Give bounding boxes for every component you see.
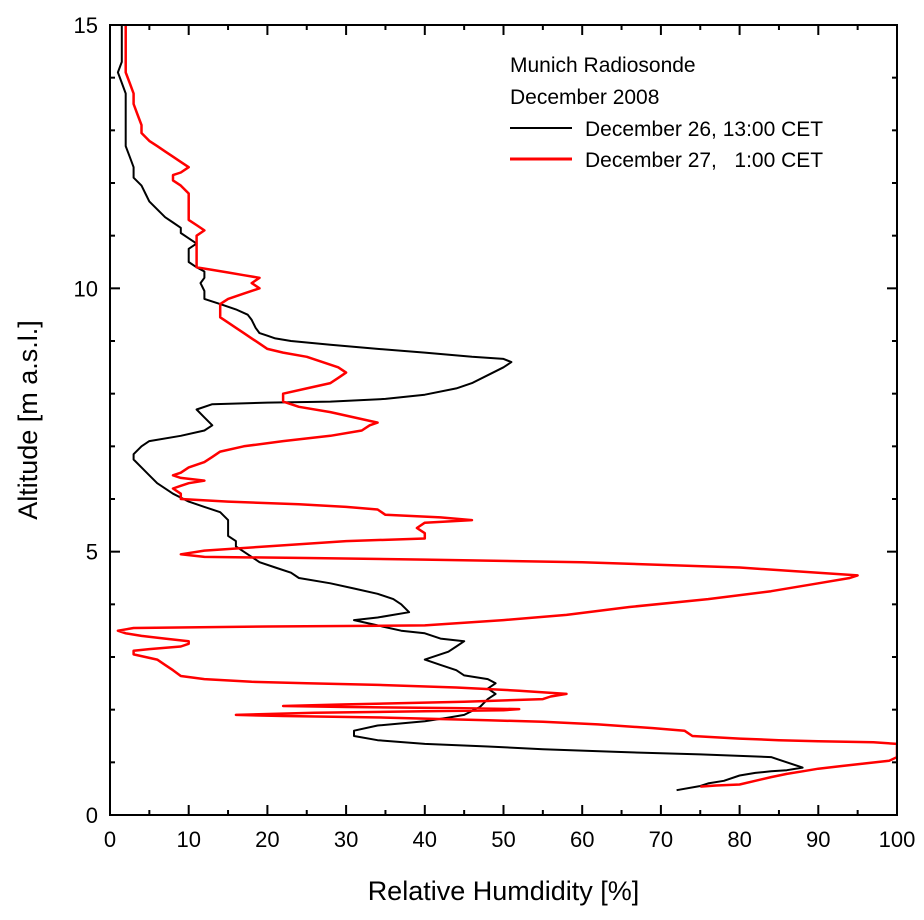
x-tick-label: 30: [334, 827, 358, 852]
legend-label-dec27: December 27, 1:00 CET: [585, 149, 823, 172]
y-tick-label: 5: [86, 540, 98, 565]
y-tick-label: 15: [74, 13, 98, 38]
series-line-dec27: [116, 25, 897, 788]
x-tick-label: 70: [649, 827, 673, 852]
y-axis-title: Altitude [m a.s.l.]: [13, 320, 43, 520]
legend: Munich Radiosonde December 2008 December…: [510, 54, 823, 172]
x-tick-label: 40: [413, 827, 437, 852]
x-tick-label: 90: [806, 827, 830, 852]
x-tick-label: 50: [491, 827, 515, 852]
x-tick-label: 20: [255, 827, 279, 852]
tick-labels-layer: 0 10 20 30 40 50 60 70 80 90 100 0 5 10 15: [74, 13, 916, 852]
y-tick-label: 10: [74, 276, 98, 301]
y-tick-label: 0: [86, 803, 98, 828]
x-tick-label: 10: [176, 827, 200, 852]
x-tick-label: 0: [104, 827, 116, 852]
x-tick-label: 60: [570, 827, 594, 852]
plot-frame: [109, 24, 898, 816]
ticks-layer: [109, 24, 898, 816]
x-tick-label: 100: [879, 827, 916, 852]
series-layer: [116, 25, 897, 792]
legend-title-line-2: December 2008: [510, 86, 659, 109]
legend-title-line-1: Munich Radiosonde: [510, 54, 696, 77]
x-axis-title: Relative Humdidity [%]: [368, 876, 640, 906]
legend-label-dec26: December 26, 13:00 CET: [585, 118, 823, 141]
x-tick-label: 80: [727, 827, 751, 852]
